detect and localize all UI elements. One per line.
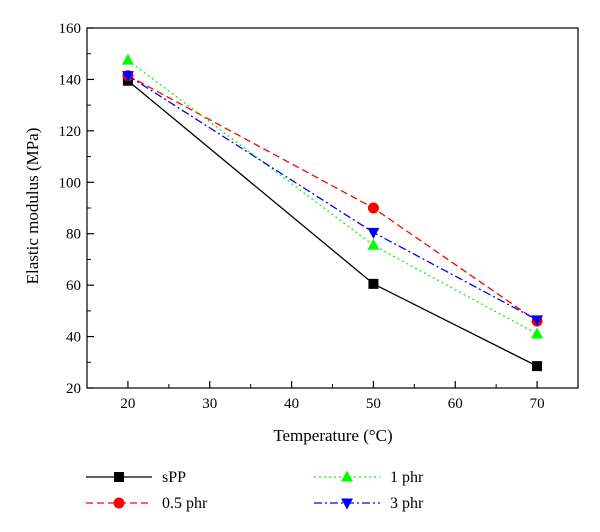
- series-0: [122, 75, 543, 372]
- series-2: [121, 53, 544, 339]
- plot-area: [86, 27, 579, 389]
- y-axis-title: Elastic modulus (MPa): [23, 128, 42, 285]
- y-tick-label: 60: [66, 278, 81, 294]
- y-tick-label: 140: [59, 72, 82, 88]
- legend-item: 0.5 phr: [86, 495, 208, 512]
- x-tick-label: 20: [120, 396, 135, 412]
- data-point: [531, 327, 544, 339]
- data-point: [531, 315, 544, 327]
- axes: 20 30 40 50 60 70 20 40 60 80 100 120 140 160: [59, 21, 579, 412]
- plot-frame: [86, 27, 579, 389]
- series-layer: [121, 53, 544, 372]
- data-point: [367, 238, 380, 250]
- x-tick-label: 60: [448, 396, 463, 412]
- series-line: [127, 59, 538, 335]
- y-tick-label: 40: [66, 330, 81, 346]
- x-tick-label: 30: [202, 396, 217, 412]
- legend-item: 1 phr: [314, 469, 424, 486]
- legend-item: 3 phr: [314, 495, 424, 512]
- series-line: [127, 75, 538, 321]
- legend-marker: [113, 497, 125, 509]
- legend-label: 3 phr: [390, 495, 424, 512]
- legend-marker: [341, 498, 353, 510]
- data-point: [532, 361, 543, 372]
- series-line: [127, 80, 538, 367]
- series-3: [121, 71, 544, 327]
- x-tick-label: 70: [530, 396, 545, 412]
- series-line: [127, 74, 538, 322]
- x-tick-label: 50: [366, 396, 381, 412]
- x-axis-title: Temperature (°C): [273, 426, 392, 445]
- legend: sPP 0.5 phr 1 phr 3 phr: [86, 469, 424, 512]
- series-1: [122, 70, 543, 327]
- y-tick-label: 100: [59, 175, 82, 191]
- legend-label: 0.5 phr: [162, 495, 208, 512]
- x-tick-label: 40: [284, 396, 299, 412]
- legend-item: sPP: [86, 469, 186, 486]
- data-point: [367, 227, 380, 239]
- y-tick-label: 80: [66, 227, 81, 243]
- y-tick-label: 160: [59, 21, 82, 37]
- legend-label: 1 phr: [390, 469, 424, 486]
- data-point: [121, 53, 134, 65]
- data-point: [368, 278, 379, 289]
- data-point: [121, 71, 134, 83]
- legend-label: sPP: [162, 469, 186, 486]
- y-tick-label: 120: [59, 124, 82, 140]
- legend-marker: [114, 472, 124, 482]
- y-tick-label: 20: [66, 381, 81, 397]
- data-point: [367, 202, 379, 214]
- legend-marker: [341, 470, 353, 482]
